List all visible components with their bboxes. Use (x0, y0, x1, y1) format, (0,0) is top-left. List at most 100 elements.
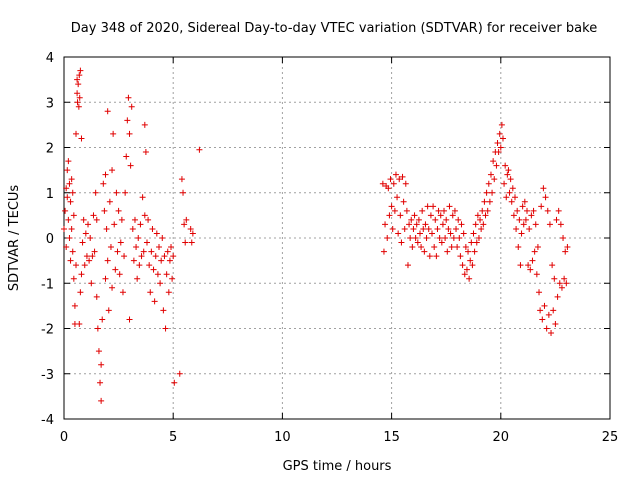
data-point (498, 121, 505, 128)
data-point (133, 244, 140, 251)
data-point (516, 216, 523, 223)
data-point (94, 325, 101, 332)
data-point (157, 280, 164, 287)
y-tick-label: 4 (46, 51, 54, 66)
data-point (550, 307, 557, 314)
data-point (459, 262, 466, 269)
data-point (502, 162, 509, 169)
data-point (66, 235, 73, 241)
data-point (111, 221, 118, 228)
data-point (420, 225, 427, 232)
data-point (164, 248, 171, 255)
data-point (119, 289, 126, 296)
data-point (147, 289, 154, 296)
data-point (445, 225, 452, 232)
gridlines (64, 57, 610, 419)
data-point (391, 207, 398, 214)
data-point (136, 262, 143, 269)
data-point (73, 262, 80, 269)
data-point (529, 257, 536, 264)
data-point (189, 230, 196, 237)
axis-ticks: 0 5 10 15 20 25 -4 -3 -2 -1 0 1 2 3 4 (41, 51, 618, 445)
data-point (138, 253, 145, 260)
data-point (65, 158, 72, 165)
data-point (552, 320, 559, 327)
data-point (141, 121, 148, 128)
data-point (75, 103, 82, 110)
data-point (161, 253, 168, 260)
data-point (455, 216, 462, 223)
data-point (78, 135, 85, 142)
data-point (64, 194, 71, 201)
y-tick-label: 0 (46, 232, 54, 247)
data-point (477, 216, 484, 223)
data-point (425, 225, 432, 232)
data-point (131, 216, 138, 223)
data-point (449, 212, 456, 219)
data-point (401, 225, 408, 232)
data-point (395, 230, 402, 237)
data-point (548, 330, 555, 337)
data-point (410, 225, 417, 232)
data-point (432, 216, 439, 223)
data-point (139, 194, 146, 201)
data-point (450, 235, 457, 241)
data-point (67, 257, 74, 264)
data-point (75, 81, 82, 88)
data-point (413, 221, 420, 228)
data-point (76, 94, 83, 101)
data-point (127, 162, 134, 169)
x-tick-label: 25 (602, 430, 619, 445)
data-point (539, 316, 546, 323)
data-point (102, 171, 109, 178)
data-point (77, 67, 84, 74)
data-point (68, 176, 75, 183)
data-point (154, 271, 161, 278)
data-point (467, 257, 474, 264)
data-point (76, 320, 83, 327)
data-point (541, 302, 548, 309)
data-point (77, 289, 84, 296)
data-point (135, 235, 142, 241)
data-point (427, 212, 434, 219)
data-point (540, 185, 547, 192)
data-point (121, 253, 128, 260)
data-point (92, 189, 99, 196)
data-point (140, 248, 147, 255)
data-point (418, 244, 425, 251)
data-point (453, 225, 460, 232)
x-tick-label: 20 (493, 430, 510, 445)
data-point (146, 262, 153, 269)
data-point (533, 271, 540, 278)
x-tick-label: 0 (60, 430, 68, 445)
data-point (403, 207, 410, 214)
data-point (63, 244, 70, 251)
data-point (409, 244, 416, 251)
data-point (546, 221, 553, 228)
data-point (481, 198, 488, 205)
data-point (489, 189, 496, 196)
data-point (511, 194, 518, 201)
data-point (438, 239, 445, 246)
data-point (182, 239, 189, 246)
data-point (107, 244, 114, 251)
data-point (63, 185, 70, 192)
data-point (105, 307, 112, 314)
data-point (128, 103, 135, 110)
data-point (486, 198, 493, 205)
data-point (531, 248, 538, 255)
data-point (123, 153, 130, 160)
data-point (513, 225, 520, 232)
data-point (524, 207, 531, 214)
data-point (126, 130, 133, 137)
data-point (165, 289, 172, 296)
data-point (388, 203, 395, 210)
data-point (543, 325, 550, 332)
data-point (508, 198, 515, 205)
data-point (74, 76, 81, 83)
data-point (422, 221, 429, 228)
data-point (86, 257, 93, 264)
data-point (394, 194, 401, 201)
data-point (387, 176, 394, 183)
